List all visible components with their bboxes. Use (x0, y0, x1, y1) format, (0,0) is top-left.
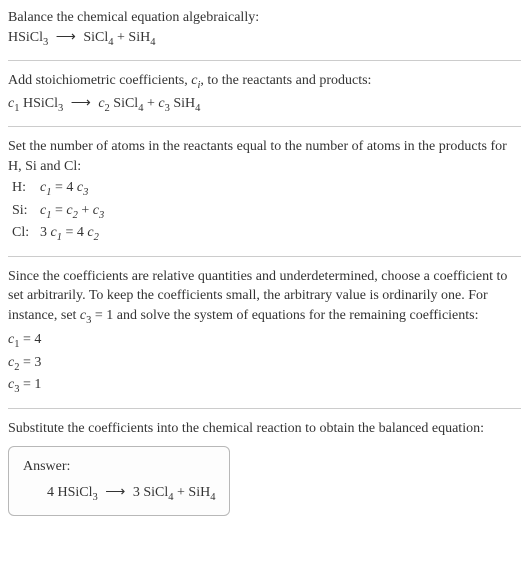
c-val: = 4 (19, 332, 41, 347)
plus: + (174, 485, 189, 500)
term-2: 3 SiCl (133, 485, 168, 500)
answer-box: Answer: 4 HSiCl3 ⟶ 3 SiCl4 + SiH4 (8, 446, 230, 516)
arrow-icon: ⟶ (71, 94, 91, 114)
arrow-icon: ⟶ (105, 483, 125, 503)
coeff-equation: c1 HSiCl3 ⟶ c2 SiCl4 + c3 SiH4 (8, 94, 521, 116)
reactant-1: HSiCl (8, 30, 43, 45)
atom-table: H: c1 = 4 c3 Si: c1 = c2 + c3 Cl: 3 c1 =… (12, 178, 521, 245)
atom-eq-si: c1 = c2 + c3 (40, 201, 104, 223)
section-add-coefficients: Add stoichiometric coefficients, ci, to … (8, 71, 521, 116)
species-3-sub: 4 (195, 102, 200, 113)
atom-row-si: Si: c1 = c2 + c3 (12, 201, 521, 223)
text-part-c: = 1 and solve the system of equations fo… (91, 308, 478, 323)
term-1: 4 HSiCl (47, 485, 93, 500)
substitute-text: Substitute the coefficients into the che… (8, 419, 521, 439)
atom-label-h: H: (12, 178, 40, 198)
pre-num: 3 (40, 225, 47, 240)
atom-eq-text: Set the number of atoms in the reactants… (8, 137, 521, 176)
coeff-row-1: c1 = 4 (8, 330, 521, 352)
c-right2-sub: 3 (99, 210, 104, 221)
answer-label: Answer: (23, 457, 215, 477)
product-2-sub: 4 (150, 36, 155, 47)
divider (8, 256, 521, 257)
text-part-c: , to the reactants and products: (200, 73, 371, 88)
atom-row-cl: Cl: 3 c1 = 4 c2 (12, 223, 521, 245)
atom-label-cl: Cl: (12, 223, 40, 243)
term-1-sub: 3 (93, 492, 98, 503)
atom-row-h: H: c1 = 4 c3 (12, 178, 521, 200)
plus: + (114, 30, 129, 45)
plus: + (78, 203, 93, 218)
term-3: SiH (188, 485, 210, 500)
atom-eq-h: c1 = 4 c3 (40, 178, 88, 200)
term-3-sub: 4 (210, 492, 215, 503)
balanced-equation: 4 HSiCl3 ⟶ 3 SiCl4 + SiH4 (47, 483, 215, 505)
atom-label-si: Si: (12, 201, 40, 221)
product-1: SiCl (83, 30, 108, 45)
section-balance-intro: Balance the chemical equation algebraica… (8, 8, 521, 50)
section-solve: Since the coefficients are relative quan… (8, 267, 521, 398)
coeff-list: c1 = 4 c2 = 3 c3 = 1 (8, 330, 521, 397)
eq-text: = 4 (51, 180, 73, 195)
species-3: SiH (170, 96, 195, 111)
add-coeff-text: Add stoichiometric coefficients, ci, to … (8, 71, 521, 93)
intro-text: Balance the chemical equation algebraica… (8, 8, 521, 28)
species-1: HSiCl (19, 96, 58, 111)
divider (8, 60, 521, 61)
c-right-sub: 2 (94, 232, 99, 243)
section-answer: Substitute the coefficients into the che… (8, 419, 521, 517)
arrow-icon: ⟶ (56, 28, 76, 48)
unbalanced-equation: HSiCl3 ⟶ SiCl4 + SiH4 (8, 28, 521, 50)
plus: + (143, 96, 158, 111)
divider (8, 408, 521, 409)
c-val: = 3 (19, 355, 41, 370)
species-1-sub: 3 (58, 102, 63, 113)
c-right-sub: 3 (83, 187, 88, 198)
text-part-a: Add stoichiometric coefficients, (8, 73, 191, 88)
c-val: = 1 (19, 377, 41, 392)
coeff-row-2: c2 = 3 (8, 353, 521, 375)
divider (8, 126, 521, 127)
product-2: SiH (128, 30, 150, 45)
eq-text: = (51, 203, 66, 218)
eq-text: = 4 (62, 225, 84, 240)
section-atom-equations: Set the number of atoms in the reactants… (8, 137, 521, 246)
atom-eq-cl: 3 c1 = 4 c2 (40, 223, 99, 245)
species-2: SiCl (110, 96, 138, 111)
reactant-1-sub: 3 (43, 36, 48, 47)
solve-text: Since the coefficients are relative quan… (8, 267, 521, 329)
coeff-row-3: c3 = 1 (8, 375, 521, 397)
